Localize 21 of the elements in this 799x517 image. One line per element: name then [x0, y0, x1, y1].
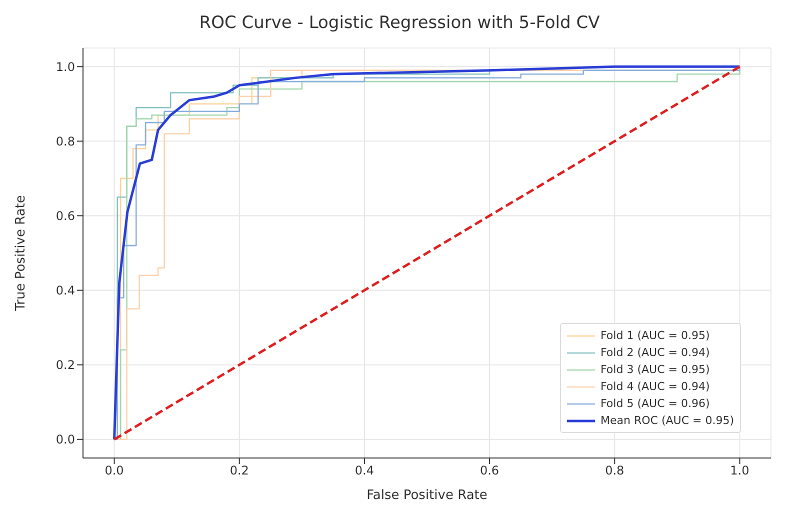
y-tick-label: 0.6 — [56, 208, 75, 223]
legend-label: Mean ROC (AUC = 0.95) — [600, 414, 734, 427]
chart-title: ROC Curve - Logistic Regression with 5-Fold CV — [198, 12, 601, 35]
y-tick-label: 0.4 — [56, 284, 75, 298]
x-axis-title: False Positive Rate — [366, 488, 488, 504]
x-tick-label: 0.0 — [104, 464, 124, 478]
y-tick-label: 0.0 — [56, 432, 75, 447]
x-tick-label: 1.0 — [730, 464, 750, 478]
x-tick-label: 0.4 — [354, 464, 374, 478]
y-tick-label: 0.2 — [56, 358, 75, 372]
legend-label: Fold 5 (AUC = 0.96) — [600, 397, 710, 410]
legend-label: Fold 1 (AUC = 0.95) — [600, 329, 710, 342]
y-tick-label: 1.0 — [56, 60, 75, 74]
x-tick-label: 0.6 — [480, 464, 500, 478]
legend-label: Fold 2 (AUC = 0.94) — [600, 346, 710, 359]
y-tick-label: 0.8 — [56, 134, 75, 148]
y-axis-title: True Positive Rate — [14, 195, 29, 312]
x-tick-label: 0.2 — [230, 464, 249, 478]
legend-label: Fold 3 (AUC = 0.95) — [600, 363, 710, 376]
legend-label: Fold 4 (AUC = 0.94) — [600, 380, 710, 393]
x-tick-label: 0.8 — [605, 464, 624, 478]
